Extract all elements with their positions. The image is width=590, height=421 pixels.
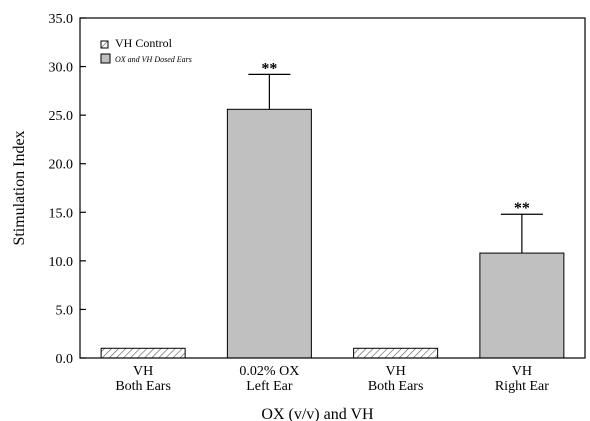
y-tick-label: 30.0 [49, 61, 74, 76]
significance-label: ** [514, 200, 530, 217]
legend-swatch [100, 40, 109, 49]
y-tick-label: 0.0 [56, 352, 74, 367]
plot-frame [79, 17, 586, 359]
x-category-label: VH [512, 364, 532, 379]
y-tick-label: 5.0 [56, 303, 74, 318]
y-axis-label: Stimulation Index [11, 130, 28, 245]
x-category-label: Left Ear [246, 379, 293, 394]
bar [226, 108, 312, 359]
y-tick-label: 15.0 [49, 206, 74, 221]
x-category-label: Both Ears [115, 379, 171, 394]
x-axis-label: OX (v/v) and VH [261, 406, 374, 421]
y-tick-label: 35.0 [49, 12, 74, 27]
legend-label: VH Control [115, 36, 173, 50]
y-tick-label: 10.0 [49, 255, 74, 270]
x-category-label: VH [386, 364, 406, 379]
x-category-label: Right Ear [495, 379, 549, 394]
bar [479, 252, 565, 359]
x-category-label: Both Ears [368, 379, 424, 394]
legend-label: OX and VH Dosed Ears [115, 55, 192, 64]
significance-label: ** [261, 60, 277, 77]
legend: VH Control OX and VH Dosed Ears [100, 36, 192, 64]
x-category-label: VH [133, 364, 153, 379]
bar [100, 347, 186, 359]
legend-swatch [100, 53, 111, 64]
bar [353, 347, 439, 359]
y-tick-label: 20.0 [49, 158, 74, 173]
y-tick-label: 25.0 [49, 109, 74, 124]
x-category-label: 0.02% OX [239, 364, 299, 379]
